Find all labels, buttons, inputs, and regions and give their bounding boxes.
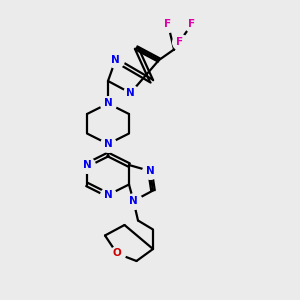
Text: O: O bbox=[112, 248, 122, 259]
Text: N: N bbox=[126, 88, 135, 98]
Text: F: F bbox=[176, 37, 184, 47]
Text: N: N bbox=[111, 55, 120, 65]
Text: F: F bbox=[188, 19, 196, 29]
Text: N: N bbox=[103, 98, 112, 109]
Text: F: F bbox=[164, 19, 172, 29]
Text: N: N bbox=[103, 139, 112, 149]
Text: N: N bbox=[129, 196, 138, 206]
Text: N: N bbox=[103, 190, 112, 200]
Text: N: N bbox=[146, 166, 154, 176]
Text: N: N bbox=[82, 160, 91, 170]
